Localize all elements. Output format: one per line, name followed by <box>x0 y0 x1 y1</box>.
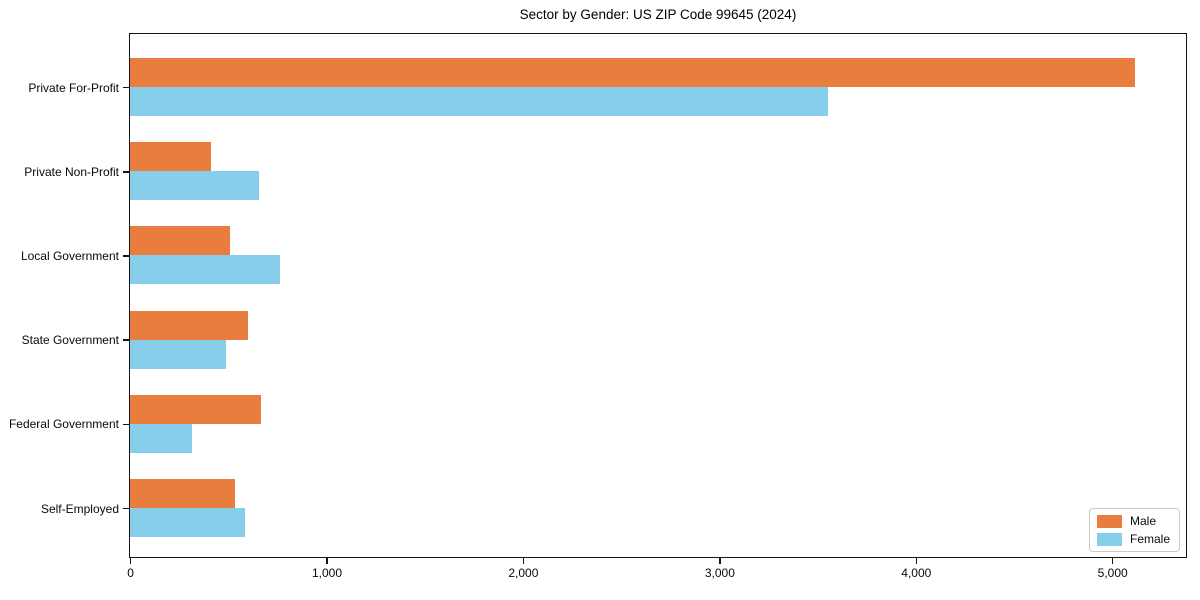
bar-male-state-government <box>130 310 248 340</box>
y-tick-label-private-non-profit: Private Non-Profit <box>24 164 119 179</box>
y-tick-federal-government <box>123 423 129 426</box>
chart-title: Sector by Gender: US ZIP Code 99645 (202… <box>519 7 797 22</box>
x-tick-2000 <box>522 557 525 564</box>
bar-female-local-government <box>130 255 281 285</box>
legend-entry-female: Female <box>1096 532 1170 546</box>
bar-male-local-government <box>130 226 231 256</box>
x-tick-label-2000: 2,000 <box>508 566 539 580</box>
plot-area: Male Female <box>129 33 1187 558</box>
x-tick-0 <box>129 557 132 564</box>
y-tick-self-employed <box>123 507 129 510</box>
y-tick-label-self-employed: Self-Employed <box>40 501 119 516</box>
legend-label-male: Male <box>1129 514 1156 528</box>
y-tick-label-private-for-profit: Private For-Profit <box>28 80 119 95</box>
bar-male-federal-government <box>130 394 261 424</box>
y-tick-label-local-government: Local Government <box>20 249 119 263</box>
y-tick-private-non-profit <box>123 171 129 173</box>
y-tick-label-state-government: State Government <box>21 333 119 348</box>
x-tick-5000 <box>1111 557 1114 564</box>
bar-male-private-for-profit <box>130 58 1135 87</box>
x-tick-3000 <box>719 557 721 564</box>
y-tick-state-government <box>123 339 129 341</box>
bar-female-self-employed <box>130 508 245 537</box>
y-tick-local-government <box>123 255 129 257</box>
bar-male-self-employed <box>130 479 236 508</box>
x-tick-label-0: 0 <box>127 566 134 580</box>
y-tick-private-for-profit <box>123 86 129 89</box>
x-tick-4000 <box>915 557 918 564</box>
legend: Male Female <box>1088 508 1180 552</box>
bar-male-private-non-profit <box>130 142 211 172</box>
legend-entry-male: Male <box>1096 514 1170 528</box>
bar-female-state-government <box>130 339 227 369</box>
legend-label-female: Female <box>1129 532 1170 546</box>
male-color-swatch <box>1096 514 1122 528</box>
x-tick-label-5000: 5,000 <box>1097 566 1128 580</box>
female-color-swatch <box>1096 532 1122 546</box>
x-tick-label-3000: 3,000 <box>704 566 735 580</box>
bar-female-federal-government <box>130 423 192 453</box>
y-tick-label-federal-government: Federal Government <box>8 417 119 432</box>
x-tick-label-4000: 4,000 <box>901 566 932 580</box>
x-tick-1000 <box>326 557 328 564</box>
x-tick-label-1000: 1,000 <box>311 566 343 580</box>
bar-female-private-for-profit <box>130 87 829 116</box>
bar-female-private-non-profit <box>130 171 259 201</box>
